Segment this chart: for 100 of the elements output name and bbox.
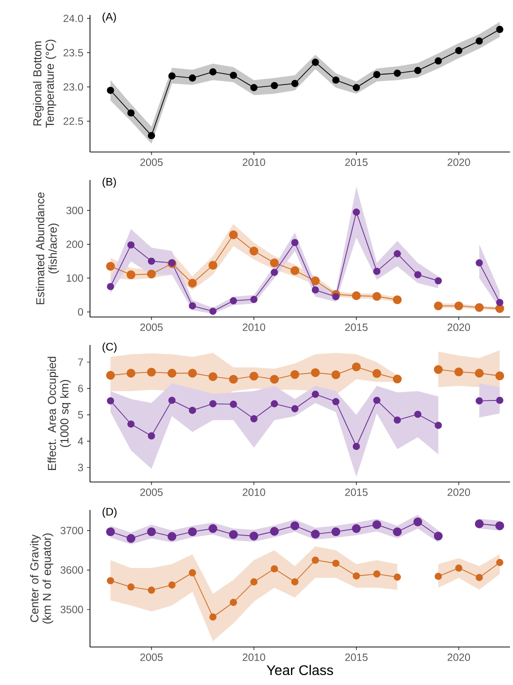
- y-tick-label: 3700: [60, 526, 84, 534]
- point: [474, 519, 484, 528]
- point: [291, 80, 298, 88]
- point: [229, 530, 238, 539]
- y-tick-label: 100: [66, 274, 84, 282]
- y-tick-label: 4: [78, 438, 84, 445]
- point: [434, 277, 442, 284]
- point: [352, 291, 361, 300]
- point: [148, 132, 156, 140]
- point: [476, 574, 483, 582]
- point: [188, 278, 197, 288]
- point: [148, 586, 156, 594]
- point: [310, 530, 320, 538]
- point: [250, 415, 258, 422]
- y-tick-label: 23.5: [64, 48, 84, 56]
- x-tick-label: 2020: [448, 158, 470, 166]
- x-tick-label: 2005: [140, 488, 163, 496]
- point: [188, 368, 197, 378]
- point: [106, 262, 115, 271]
- point: [147, 527, 156, 536]
- point: [188, 74, 196, 82]
- point: [352, 524, 361, 533]
- y-tick-label: 7: [78, 358, 83, 366]
- point: [495, 371, 504, 380]
- point: [474, 303, 484, 312]
- y-tick-label: 0: [78, 308, 84, 316]
- point: [127, 109, 135, 117]
- point: [373, 71, 380, 78]
- point: [230, 598, 238, 606]
- point: [270, 565, 278, 572]
- y-tick-label: 200: [66, 240, 84, 248]
- point: [106, 397, 114, 404]
- point: [250, 296, 258, 304]
- point: [209, 68, 217, 76]
- point: [290, 521, 300, 530]
- point: [434, 572, 442, 580]
- point: [332, 398, 340, 406]
- point: [250, 578, 258, 586]
- point: [455, 564, 462, 572]
- point: [373, 268, 380, 275]
- point: [394, 574, 401, 581]
- point: [413, 517, 422, 526]
- point: [372, 369, 382, 378]
- point: [476, 37, 483, 45]
- point: [229, 374, 238, 384]
- point: [209, 400, 217, 408]
- x-tick-label: 2020: [448, 654, 470, 661]
- point: [106, 577, 114, 584]
- point: [392, 527, 402, 536]
- point: [312, 390, 319, 398]
- point: [312, 286, 319, 294]
- point: [352, 362, 361, 372]
- point: [496, 558, 504, 566]
- point: [127, 420, 135, 428]
- point: [291, 578, 298, 586]
- point: [495, 521, 504, 530]
- point: [496, 298, 504, 306]
- point: [373, 570, 380, 578]
- point: [147, 270, 156, 278]
- point: [208, 524, 218, 533]
- x-tick-label: 2015: [345, 654, 368, 661]
- x-axis-title: Year Class: [266, 664, 334, 676]
- point: [414, 271, 422, 278]
- point: [352, 442, 360, 450]
- y-axis-title: Effect. Area Occupied (1000 sq km): [48, 356, 71, 470]
- x-tick-label: 2005: [140, 654, 163, 661]
- point: [331, 527, 340, 536]
- y-tick-label: 24.0: [64, 14, 84, 22]
- x-tick-label: 2010: [242, 654, 266, 661]
- y-tick-label: 6: [78, 384, 84, 392]
- point: [434, 365, 443, 374]
- point: [127, 241, 135, 249]
- point: [310, 368, 320, 378]
- point: [352, 572, 360, 580]
- point: [127, 583, 135, 591]
- y-axis-title: Estimated Abundance (fish/acre): [36, 192, 60, 304]
- point: [188, 302, 196, 310]
- y-axis-title: Center of Gravity (km N of equator): [30, 534, 54, 624]
- chart-title: (A): [102, 12, 116, 23]
- x-tick-label: 2020: [448, 488, 470, 496]
- point: [312, 58, 319, 66]
- point: [106, 370, 115, 380]
- point: [188, 569, 196, 576]
- point: [474, 368, 484, 378]
- point: [331, 370, 340, 380]
- point: [126, 368, 136, 378]
- point: [168, 396, 176, 404]
- y-tick-label: 3500: [60, 606, 84, 614]
- point: [434, 57, 442, 64]
- x-tick-label: 2010: [242, 488, 266, 496]
- x-tick-label: 2015: [345, 324, 368, 331]
- point: [106, 527, 115, 536]
- x-tick-label: 2020: [448, 324, 470, 331]
- point: [332, 76, 340, 84]
- point: [352, 84, 360, 92]
- point: [312, 556, 319, 564]
- point: [270, 374, 279, 384]
- point: [209, 308, 217, 315]
- point: [496, 26, 504, 33]
- point: [148, 258, 156, 265]
